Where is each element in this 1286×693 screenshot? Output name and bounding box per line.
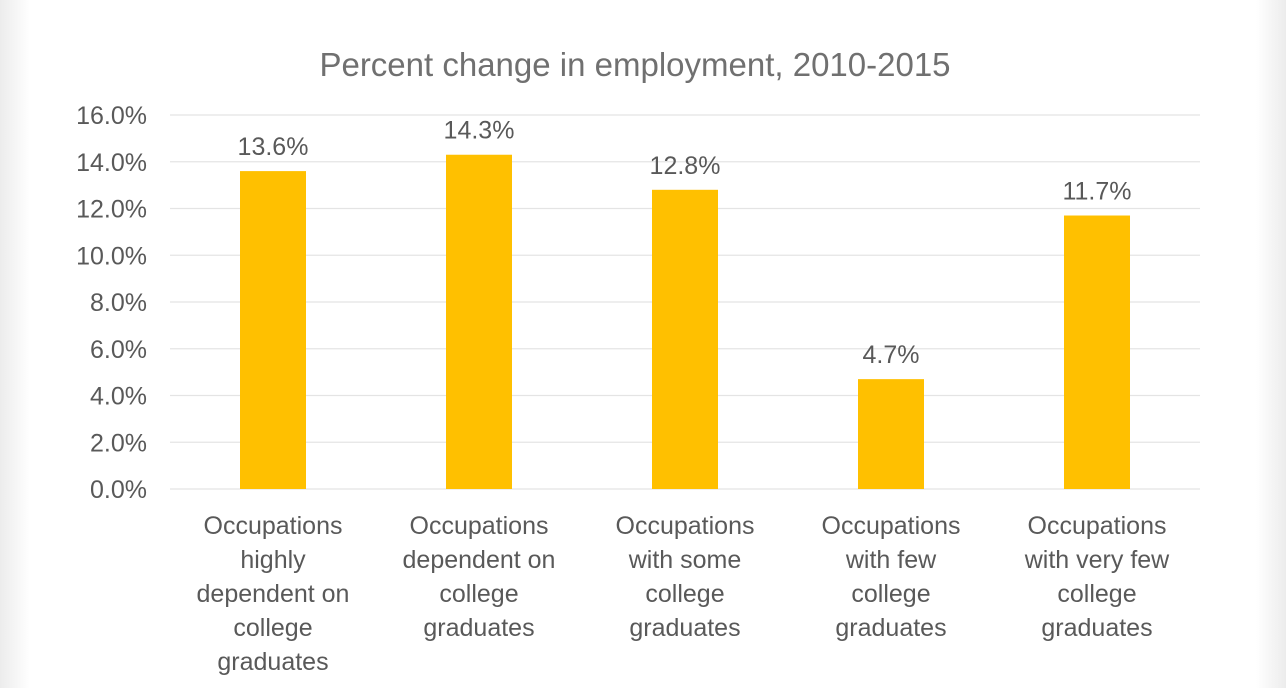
y-tick-label: 14.0%: [76, 149, 147, 177]
y-tick-label: 16.0%: [76, 102, 147, 130]
y-axis: 0.0% 2.0% 4.0% 6.0% 8.0% 10.0% 12.0% 14.0% 16.0%: [76, 102, 147, 504]
x-axis-categories: Occupations highly dependent on college grad…: [197, 512, 1171, 676]
y-tick-label: 4.0%: [90, 383, 147, 411]
y-tick-label: 6.0%: [90, 336, 147, 364]
data-label: 4.7%: [863, 341, 920, 369]
bar: [652, 189, 718, 490]
bars: [240, 154, 1130, 490]
chart-title: Percent change in employment, 2010-2015: [319, 46, 950, 83]
bar: [858, 379, 924, 489]
data-label: 11.7%: [1062, 178, 1131, 206]
x-category-label: Occupations with some college graduates: [616, 512, 755, 642]
data-label: 13.6%: [238, 133, 309, 161]
x-category-label: Occupations with very few college graduates: [1024, 512, 1170, 642]
x-category-label: Occupations highly dependent on college grad…: [197, 512, 350, 676]
bar: [1064, 215, 1130, 489]
y-tick-label: 8.0%: [90, 289, 147, 317]
y-tick-label: 2.0%: [90, 429, 147, 457]
bar: [446, 154, 512, 490]
y-tick-label: 10.0%: [76, 242, 147, 270]
x-category-label: Occupations dependent on college graduates: [403, 512, 556, 642]
x-category-label: Occupations with few college graduates: [822, 512, 961, 642]
bar: [240, 171, 306, 489]
left-edge-shade: [0, 0, 30, 688]
y-tick-label: 0.0%: [90, 476, 147, 504]
data-label: 14.3%: [444, 117, 515, 145]
data-labels: 13.6% 14.3% 12.8% 4.7% 11.7%: [238, 117, 1132, 369]
right-edge-shade: [1256, 0, 1286, 688]
data-label: 12.8%: [650, 152, 721, 180]
y-tick-label: 12.0%: [76, 196, 147, 224]
